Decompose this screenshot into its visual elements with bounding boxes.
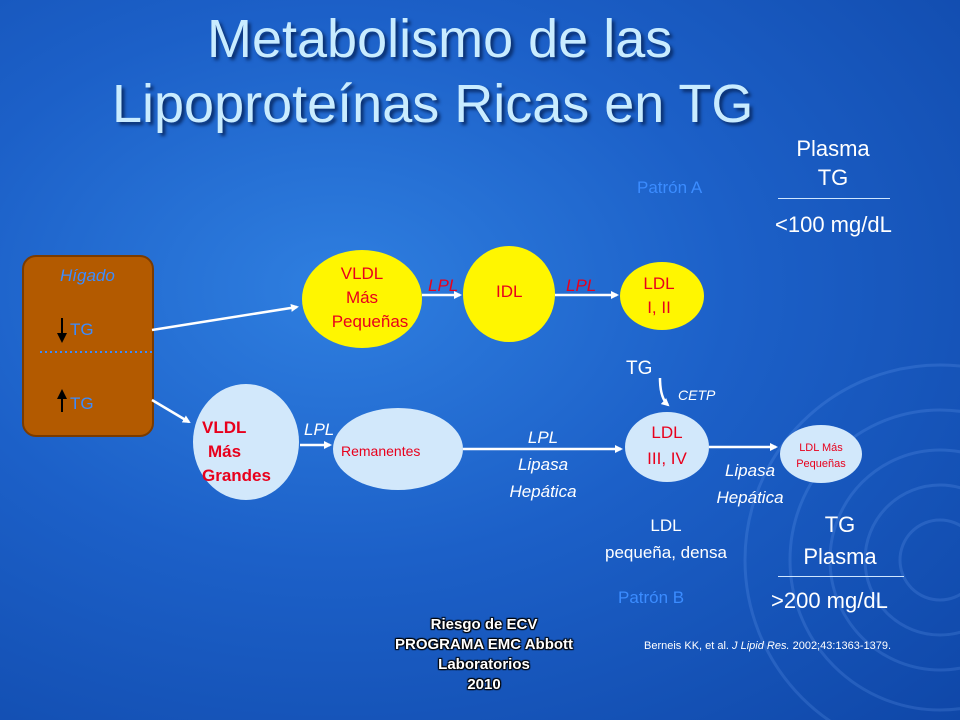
footer-line1: Riesgo de ECV	[430, 616, 538, 633]
ldl-small-label: LDL Más Pequeñas	[780, 440, 862, 472]
footer-line3: Laboratorios	[438, 656, 530, 673]
liver-to-vldl-large-arrow	[151, 398, 191, 424]
ldl-34-node	[625, 412, 709, 482]
vldl-large-line1: VLDL	[202, 418, 247, 437]
liver-block	[22, 255, 154, 437]
footer-line4: 2010	[467, 676, 501, 693]
idl-node	[463, 246, 555, 342]
tg-cetp-arrow	[658, 377, 670, 407]
idl-label: IDL	[496, 282, 523, 301]
plasma-bottom-divider	[778, 576, 904, 577]
lpl-lipasa-line3: Hepática	[509, 482, 577, 501]
vldl-small-node	[302, 250, 422, 348]
plasma-top-label: Plasma	[796, 136, 870, 161]
plasma-top-tg: TG	[817, 165, 849, 190]
title-line-2: Lipoproteínas Ricas en TG	[112, 74, 754, 134]
plasma-top-divider	[778, 198, 890, 199]
vldl-small-line2: Más	[345, 288, 379, 307]
vldl-small-label: VLDL Más Pequeñas	[302, 262, 422, 334]
ldl-small-line1: LDL Más	[799, 442, 843, 454]
footer-credit: Riesgo de ECV PROGRAMA EMC Abbott Labora…	[366, 615, 602, 695]
ldl-dense-line1: LDL	[650, 516, 682, 535]
vldl-large-line2: Más	[208, 442, 242, 461]
ldl-34-label: LDL III, IV	[625, 420, 709, 472]
ldl-dense-label: LDL pequeña, densa	[580, 512, 752, 566]
vldl-large-node	[193, 384, 299, 500]
title-line-1: Metabolismo de las	[207, 9, 673, 69]
liver-tg-up: TG	[70, 394, 94, 413]
liver-to-vldl-small-arrow	[151, 303, 299, 332]
ldl-small-line2: Pequeñas	[796, 458, 846, 470]
ldl-12-label: LDL I, II	[620, 272, 698, 320]
liver-label: Hígado	[60, 266, 115, 285]
ldl-12-line2: I, II	[647, 298, 671, 317]
patron-a-label: Patrón A	[637, 178, 703, 197]
lpl-lipasa-line2: Lipasa	[517, 455, 569, 474]
tg-cetp-label: CETP	[678, 387, 716, 403]
plasma-bottom-tg: TG	[824, 512, 856, 537]
lipasa-2-line2: Hepática	[716, 488, 784, 507]
ldl-12-node	[620, 262, 704, 330]
plasma-top-value: <100 mg/dL	[775, 212, 892, 237]
citation-authors: Berneis KK, et al.	[644, 640, 733, 652]
vldl-large-line3: Grandes	[202, 466, 271, 485]
lpl-lipasa-label: LPL Lipasa Hepática	[490, 424, 596, 505]
vldl-large-label: VLDL Más Grandes	[202, 416, 271, 488]
lipasa-2-label: Lipasa Hepática	[700, 457, 800, 511]
citation-rest: 2002;43:1363-1379.	[789, 640, 892, 652]
patron-b-label: Patrón B	[618, 588, 685, 607]
ldl-34-line1: LDL	[651, 423, 683, 442]
ldl-dense-line2: pequeña, densa	[605, 543, 727, 562]
vldl-small-line3: Pequeñas	[331, 312, 409, 331]
ldl-12-line1: LDL	[643, 274, 675, 293]
plasma-bottom-label: Plasma	[803, 544, 877, 569]
tg-cetp-tg: TG	[626, 358, 653, 379]
liver-tg-down: TG	[70, 320, 94, 339]
vldl-small-line1: VLDL	[340, 264, 384, 283]
citation-journal: J Lipid Res.	[732, 640, 790, 652]
lpl-label-2: LPL	[566, 276, 597, 295]
ldl-small-node	[780, 425, 862, 483]
footer-line2: PROGRAMA EMC Abbott	[394, 636, 574, 653]
citation: Berneis KK, et al. J Lipid Res. 2002;43:…	[644, 640, 891, 652]
remanentes-label: Remanentes	[341, 443, 421, 459]
lpl-label-1: LPL	[428, 276, 459, 295]
ldl-34-line2: III, IV	[647, 449, 687, 468]
plasma-bottom-value: >200 mg/dL	[771, 588, 888, 613]
lpl-label-3: LPL	[304, 420, 335, 439]
lpl-lipasa-line1: LPL	[527, 428, 559, 447]
lipasa-2-line1: Lipasa	[724, 461, 776, 480]
remanentes-node	[333, 408, 463, 490]
